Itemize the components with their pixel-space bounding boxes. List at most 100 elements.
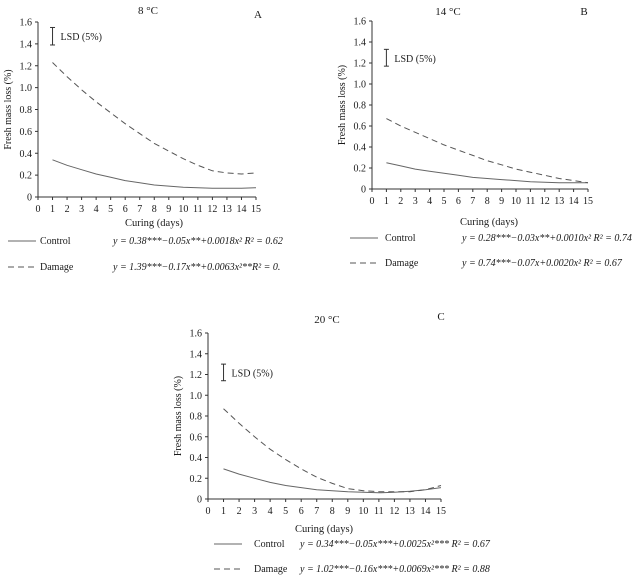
regression-equation-control: y = 0.34***−0.05x***+0.0025x²*** R² = 0.… (299, 539, 491, 550)
y-tick-label: 0.8 (354, 101, 367, 112)
lsd-label: LSD (5%) (394, 54, 435, 65)
chart-title: 8 °C (138, 5, 158, 17)
x-tick-label: 0 (36, 204, 41, 215)
y-tick-label: 0.6 (354, 122, 367, 133)
x-tick-label: 2 (65, 204, 70, 215)
legend-label-control: Control (40, 236, 71, 247)
x-tick-label: 7 (470, 196, 475, 207)
x-tick-label: 7 (314, 506, 319, 517)
x-axis-label: Curing (days) (295, 524, 354, 535)
y-tick-label: 0.6 (190, 432, 203, 443)
legend-label-control: Control (254, 539, 285, 550)
x-tick-label: 5 (442, 196, 447, 207)
y-axis-label: Fresh mass loss (%) (3, 69, 14, 149)
y-tick-label: 0 (197, 495, 202, 506)
x-tick-label: 0 (370, 196, 375, 207)
x-tick-label: 12 (540, 196, 550, 207)
series-line-control (52, 159, 257, 189)
legend-label-control: Control (385, 233, 416, 244)
x-tick-label: 14 (420, 506, 430, 517)
x-tick-label: 10 (178, 204, 188, 215)
y-tick-label: 0 (361, 185, 366, 196)
x-tick-label: 13 (222, 204, 232, 215)
x-tick-label: 10 (511, 196, 521, 207)
x-tick-label: 15 (251, 204, 261, 215)
y-tick-label: 0.4 (20, 149, 33, 160)
x-tick-label: 11 (526, 196, 536, 207)
x-tick-label: 1 (221, 506, 226, 517)
y-tick-label: 0.2 (20, 171, 33, 182)
chart-panel-b: 14 °C B00.20.40.60.81.01.21.41.60 1 2 3 4 5 6 7 8… (337, 6, 632, 269)
x-tick-label: 8 (152, 204, 157, 215)
x-tick-label: 2 (398, 196, 403, 207)
chart-panel-a: 8 °C A00.20.40.60.81.01.21.41.60 1 2 3 4 5 6 7 8 9… (3, 5, 283, 273)
panel-label: B (580, 6, 587, 18)
y-tick-label: 1.0 (20, 83, 33, 94)
x-tick-label: 12 (389, 506, 399, 517)
regression-equation-damage: y = 1.02***−0.16x***+0.0069x²*** R² = 0.… (299, 564, 490, 575)
y-tick-label: 1.2 (354, 59, 367, 70)
series-line-damage (52, 62, 257, 175)
x-tick-label: 4 (268, 506, 273, 517)
series-line-control (386, 162, 588, 184)
y-axis-label: Fresh mass loss (%) (337, 65, 348, 145)
y-tick-label: 1.4 (354, 38, 367, 49)
series-line-damage (386, 118, 589, 184)
y-tick-label: 1.0 (354, 80, 367, 91)
legend-label-damage: Damage (40, 262, 74, 273)
y-tick-label: 0.4 (354, 143, 367, 154)
chart-title: 14 °C (435, 6, 461, 18)
x-tick-label: 2 (237, 506, 242, 517)
y-axis-label: Fresh mass loss (%) (173, 376, 184, 456)
x-axis-label: Curing (days) (125, 218, 184, 229)
legend-label-damage: Damage (254, 564, 288, 575)
series-line-control (223, 468, 442, 494)
x-tick-label: 5 (108, 204, 113, 215)
y-tick-label: 1.0 (190, 391, 203, 402)
x-tick-label: 8 (485, 196, 490, 207)
x-tick-label: 14 (569, 196, 579, 207)
x-tick-label: 1 (50, 204, 55, 215)
regression-equation-damage: y = 0.74***−0.07x+0.0020x² R² = 0.67 (461, 258, 623, 269)
y-tick-label: 0.2 (354, 164, 367, 175)
regression-equation-control: y = 0.38***−0.05x**+0.0018x² R² = 0.62 (112, 236, 283, 247)
x-tick-label: 14 (236, 204, 246, 215)
panel-label: C (437, 311, 444, 323)
x-tick-label: 11 (374, 506, 384, 517)
x-tick-label: 9 (345, 506, 350, 517)
x-tick-label: 13 (554, 196, 564, 207)
lsd-label: LSD (5%) (61, 32, 102, 43)
chart-panel-c: 20 °C C00.20.40.60.81.01.21.41.60 1 2 3 4 5 6 7 8… (173, 311, 491, 575)
y-tick-label: 0.6 (20, 127, 33, 138)
x-tick-label: 4 (94, 204, 99, 215)
x-tick-label: 3 (252, 506, 257, 517)
x-tick-label: 0 (206, 506, 211, 517)
y-tick-label: 0.4 (190, 453, 203, 464)
y-tick-label: 1.4 (190, 349, 203, 360)
y-tick-label: 0.8 (20, 105, 33, 116)
x-tick-label: 12 (207, 204, 217, 215)
x-tick-label: 5 (283, 506, 288, 517)
x-tick-label: 6 (123, 204, 128, 215)
x-axis-label: Curing (days) (460, 217, 519, 228)
y-tick-label: 0.2 (190, 474, 203, 485)
legend-label-damage: Damage (385, 258, 419, 269)
x-tick-label: 9 (499, 196, 504, 207)
y-tick-label: 1.2 (20, 61, 33, 72)
y-tick-label: 0.8 (190, 412, 203, 423)
x-tick-label: 7 (137, 204, 142, 215)
y-tick-label: 1.6 (354, 17, 367, 28)
x-tick-label: 8 (330, 506, 335, 517)
regression-equation-damage: y = 1.39***−0.17x**+0.0063x²**R² = 0. (112, 262, 280, 273)
y-tick-label: 0 (27, 193, 32, 204)
x-tick-label: 15 (583, 196, 593, 207)
x-tick-label: 1 (384, 196, 389, 207)
chart-title: 20 °C (314, 314, 340, 326)
x-tick-label: 6 (456, 196, 461, 207)
y-tick-label: 1.6 (20, 18, 33, 29)
x-tick-label: 10 (358, 506, 368, 517)
regression-equation-control: y = 0.28***−0.03x**+0.0010x² R² = 0.74 (461, 233, 632, 244)
y-tick-label: 1.4 (20, 39, 33, 50)
x-tick-label: 11 (193, 204, 203, 215)
